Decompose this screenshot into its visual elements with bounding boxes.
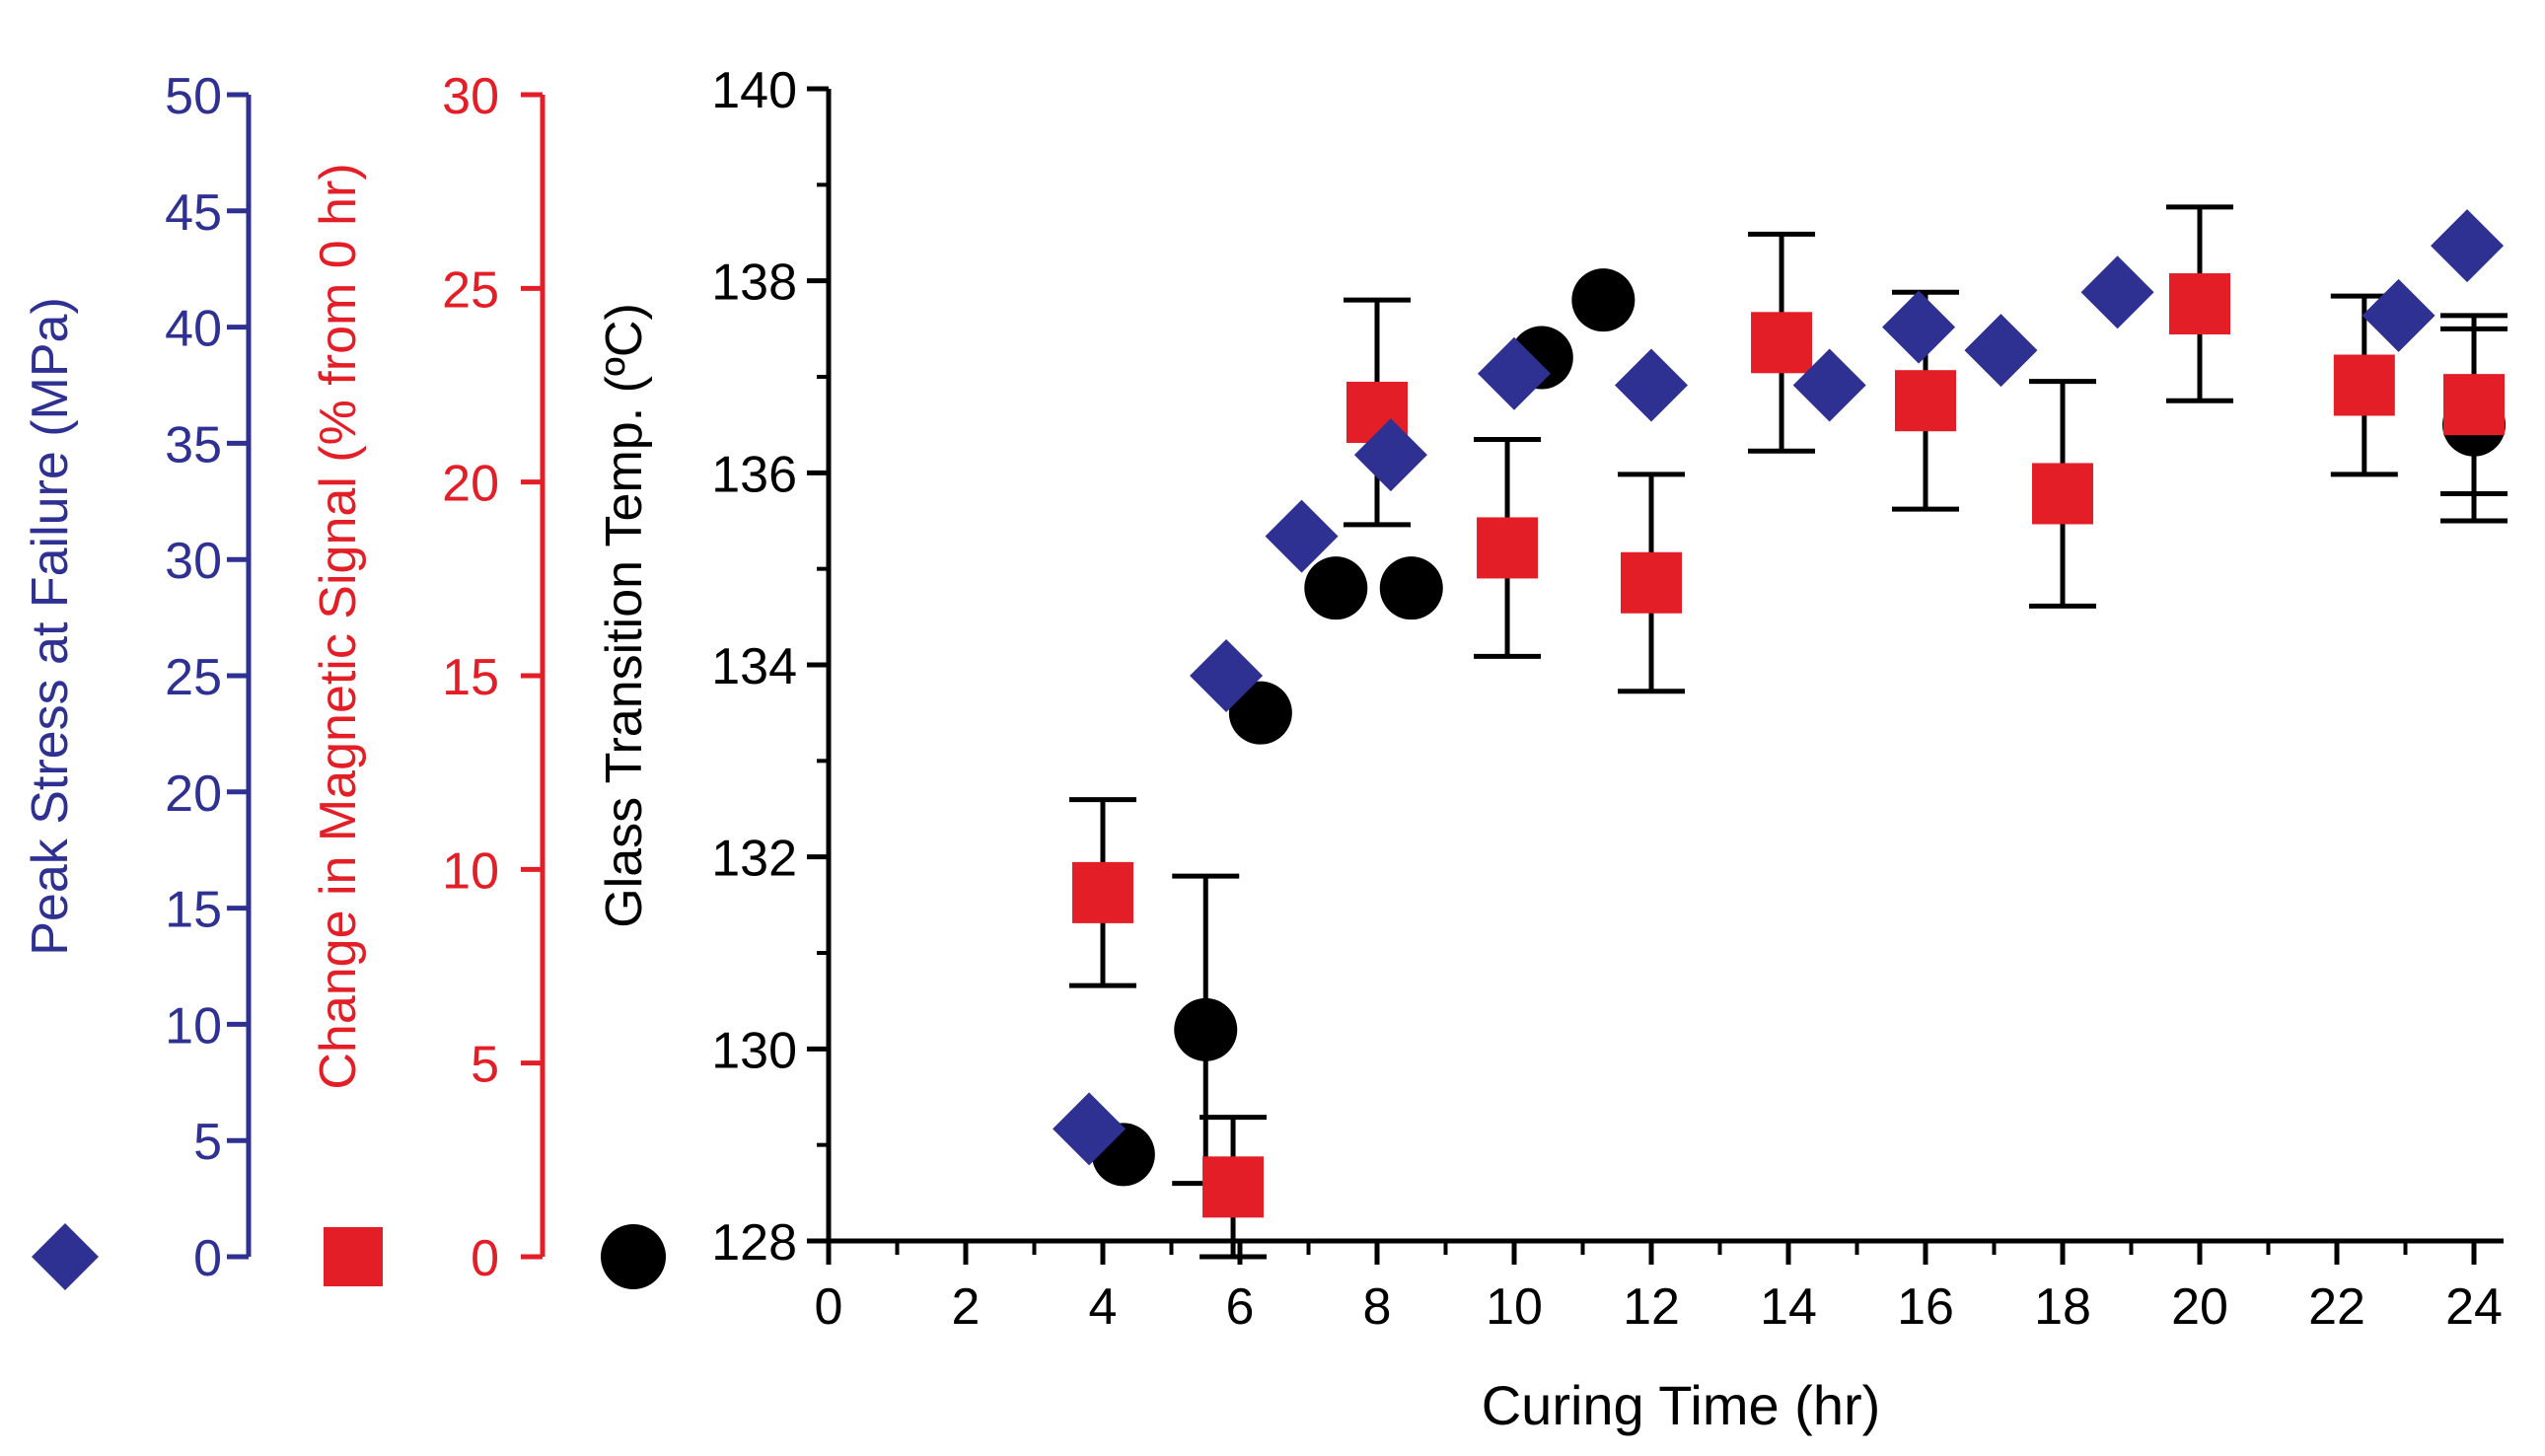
legend-circle-icon [601, 1224, 666, 1289]
data-point-magnetic [2032, 463, 2093, 525]
x-tick-label: 20 [2171, 1278, 2228, 1336]
legend-diamond-icon [32, 1223, 99, 1290]
y-tick-label-stress: 30 [165, 533, 222, 590]
data-point-stress [1964, 314, 2038, 388]
markers-layer [1053, 209, 2506, 1218]
x-tick-label: 22 [2308, 1278, 2365, 1336]
y-tick-label-stress: 20 [165, 765, 222, 823]
y-tick-label-tg: 140 [711, 62, 797, 119]
data-point-stress [1882, 290, 1956, 364]
data-point-magnetic [2169, 273, 2230, 335]
data-point-tg [1304, 556, 1368, 620]
x-tick-label: 4 [1089, 1278, 1118, 1336]
y-tick-label-stress: 45 [165, 184, 222, 242]
y-tick-label-stress: 5 [193, 1114, 222, 1171]
data-point-tg [1174, 997, 1238, 1061]
x-tick-label: 24 [2445, 1278, 2503, 1336]
y-tick-label-tg: 138 [711, 255, 797, 312]
y-axis-title-stress: Peak Stress at Failure (MPa) [22, 297, 79, 956]
y-tick-label-tg: 132 [711, 831, 797, 888]
data-point-magnetic [2443, 374, 2505, 436]
x-tick-label: 2 [952, 1278, 981, 1336]
y-axis-title-magnetic: Change in Magnetic Signal (% from 0 hr) [310, 163, 367, 1089]
y-tick-label-magnetic: 30 [442, 68, 499, 125]
data-point-magnetic [1751, 312, 1813, 374]
x-tick-label: 10 [1486, 1278, 1543, 1336]
y-tick-label-tg: 136 [711, 446, 797, 503]
data-point-stress [2080, 255, 2154, 329]
y-tick-label-stress: 0 [193, 1230, 222, 1287]
x-tick-label: 6 [1226, 1278, 1255, 1336]
x-tick-label: 14 [1760, 1278, 1817, 1336]
y-tick-label-magnetic: 5 [471, 1037, 499, 1094]
data-point-stress [1053, 1092, 1127, 1166]
x-tick-label: 0 [815, 1278, 843, 1336]
legend-square-icon [324, 1227, 383, 1286]
data-point-stress [1353, 418, 1427, 492]
data-point-stress [1615, 348, 1688, 422]
data-point-magnetic [1895, 370, 1956, 432]
data-point-tg [1571, 268, 1636, 332]
y-axis-magnetic: 0 5 10 15 20 25 30 Change in Magnetic Signal (%… [310, 68, 545, 1287]
data-point-stress [1792, 348, 1866, 422]
y-tick-label-magnetic: 25 [442, 261, 499, 319]
data-point-tg [1228, 681, 1292, 745]
data-point-stress [1265, 499, 1339, 573]
y-tick-label-stress: 50 [165, 68, 222, 125]
x-tick-label: 18 [2034, 1278, 2091, 1336]
data-point-magnetic [2333, 354, 2395, 416]
y-axis-tg: 128 130 132 134 136 138 140 Glass Transition Te… [596, 62, 832, 1272]
y-tick-label-stress: 10 [165, 997, 222, 1055]
data-point-stress [2431, 209, 2505, 283]
y-tick-label-magnetic: 0 [471, 1230, 499, 1287]
data-point-magnetic [1477, 517, 1539, 579]
data-point-stress [2362, 278, 2436, 352]
y-tick-label-magnetic: 15 [442, 649, 499, 706]
x-axis-title: Curing Time (hr) [1482, 1374, 1881, 1436]
x-tick-label: 8 [1363, 1278, 1392, 1336]
data-point-magnetic [1621, 551, 1682, 614]
y-tick-label-tg: 134 [711, 638, 797, 695]
y-tick-label-magnetic: 10 [442, 842, 499, 900]
y-axis-stress: 0 5 10 15 20 25 30 35 40 45 50 Peak Stress at Failu… [22, 68, 252, 1287]
data-point-tg [1379, 556, 1443, 620]
y-tick-label-stress: 15 [165, 882, 222, 939]
legend-layer [32, 1223, 666, 1290]
y-tick-label-tg: 128 [711, 1214, 797, 1272]
data-point-magnetic [1202, 1156, 1265, 1218]
y-tick-label-stress: 35 [165, 416, 222, 473]
data-point-magnetic [1072, 861, 1133, 923]
x-tick-label: 16 [1897, 1278, 1954, 1336]
y-axis-title-tg: Glass Transition Temp. (ºC) [596, 303, 653, 928]
y-tick-label-magnetic: 20 [442, 456, 499, 513]
data-point-stress [1478, 336, 1551, 410]
y-tick-label-tg: 130 [711, 1022, 797, 1079]
y-tick-label-stress: 25 [165, 649, 222, 706]
x-tick-label: 12 [1623, 1278, 1680, 1336]
y-tick-label-stress: 40 [165, 301, 222, 358]
data-point-stress [1190, 639, 1264, 712]
